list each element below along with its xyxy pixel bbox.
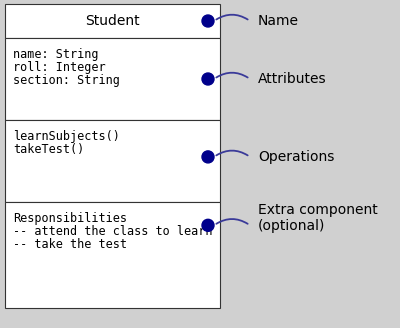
Bar <box>5 38 220 120</box>
Circle shape <box>202 151 214 163</box>
Text: section: String: section: String <box>13 74 120 87</box>
Text: Responsibilities: Responsibilities <box>13 212 127 225</box>
Text: Student: Student <box>85 14 140 28</box>
Circle shape <box>202 15 214 27</box>
Text: Attributes: Attributes <box>258 72 327 86</box>
Text: Operations: Operations <box>258 150 334 164</box>
Bar <box>5 120 220 202</box>
Text: Name: Name <box>258 14 299 28</box>
Text: takeTest(): takeTest() <box>13 143 84 156</box>
Text: learnSubjects(): learnSubjects() <box>13 130 120 143</box>
Text: name: String: name: String <box>13 48 98 61</box>
Circle shape <box>202 219 214 231</box>
Text: Extra component
(optional): Extra component (optional) <box>258 203 378 234</box>
Circle shape <box>202 73 214 85</box>
Text: -- attend the class to learn: -- attend the class to learn <box>13 225 212 238</box>
Text: roll: Integer: roll: Integer <box>13 61 106 74</box>
Text: -- take the test: -- take the test <box>13 238 127 251</box>
Bar <box>5 202 220 308</box>
Bar <box>5 4 220 38</box>
